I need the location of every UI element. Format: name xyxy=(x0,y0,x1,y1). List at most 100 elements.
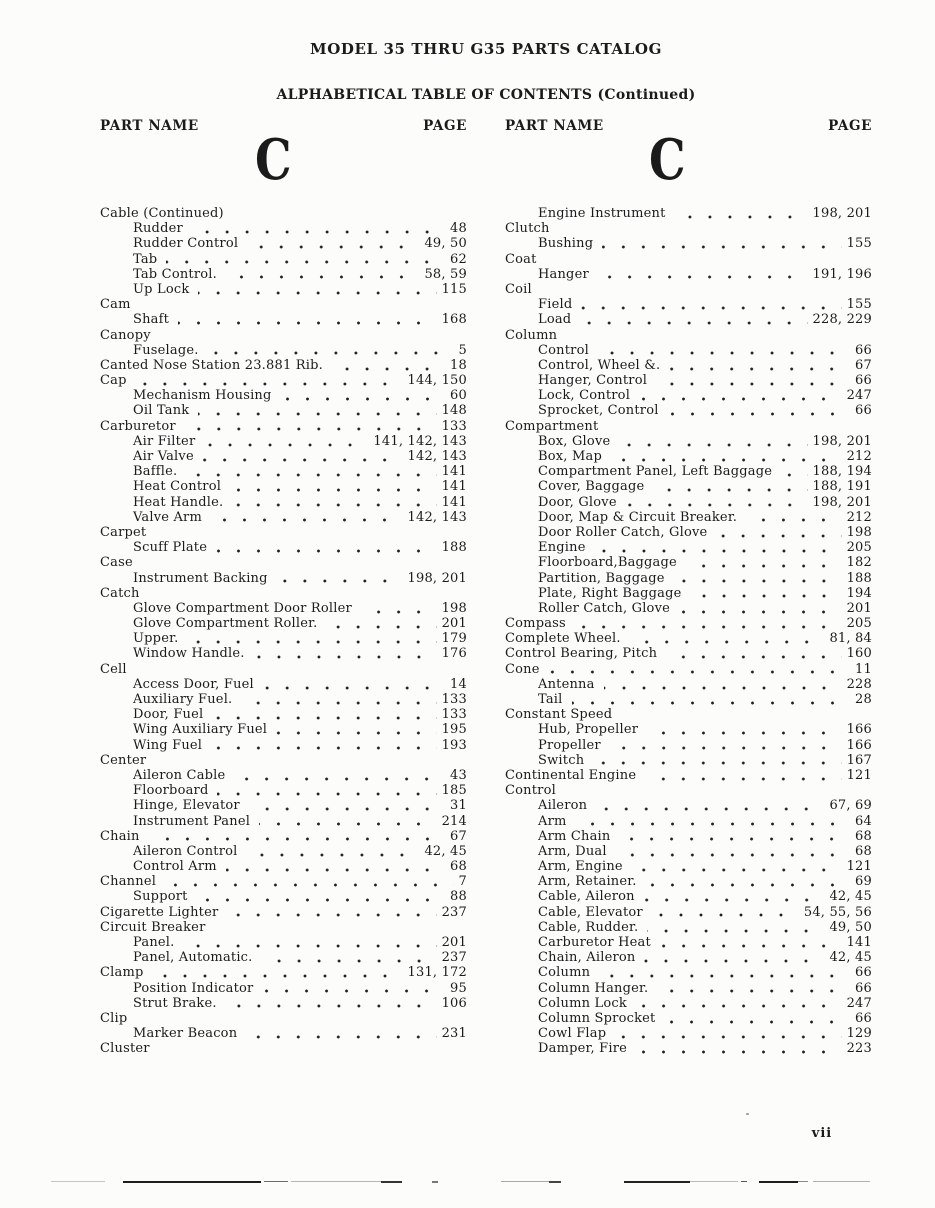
toc-entry-label: Case xyxy=(100,555,133,571)
dot-leader xyxy=(225,275,420,280)
toc-entry: Column xyxy=(505,328,872,343)
toc-entry: Control xyxy=(505,783,872,798)
toc-entry-label: Load xyxy=(538,312,572,328)
toc-entry-label: Control, Wheel &. xyxy=(538,357,661,373)
dot-leader xyxy=(574,624,842,629)
toc-entry: Fuselage. 5 xyxy=(100,343,467,358)
column-header-page-right: PAGE xyxy=(828,118,872,134)
toc-entry-page: 198, 201 xyxy=(812,494,872,510)
toc-entry: Door, Fuel 133 xyxy=(100,707,467,722)
toc-entry-label: Cone xyxy=(505,661,540,677)
toc-entry-label: Instrument Backing xyxy=(133,570,268,586)
toc-entry-label: Arm, Dual xyxy=(538,843,607,859)
toc-entry: Oil Tank 148 xyxy=(100,403,467,418)
toc-entry-label: Plate, Right Baggage xyxy=(538,585,682,601)
toc-entry-label: Engine xyxy=(538,540,586,556)
toc-entry: Control Arm 68 xyxy=(100,859,467,874)
column-header-part-name-right: PART NAME xyxy=(505,118,604,134)
toc-entry-page: 205 xyxy=(846,540,872,556)
toc-entry-page: 141, 142, 143 xyxy=(373,433,467,449)
toc-entry-label: Cluster xyxy=(100,1041,150,1057)
toc-entry: Position Indicator 95 xyxy=(100,981,467,996)
toc-entry-page: 201 xyxy=(846,600,872,616)
toc-entry: Chain 67 xyxy=(100,829,467,844)
toc-entry-page: 14 xyxy=(450,676,467,692)
toc-entry: Arm, Engine 121 xyxy=(505,859,872,874)
toc-entry-label: Clutch xyxy=(505,221,550,237)
scan-artifact-dot xyxy=(746,1113,749,1115)
toc-entry-page: 42, 45 xyxy=(829,950,872,966)
toc-entry-label: Door, Map & Circuit Breaker. xyxy=(538,509,738,525)
toc-entry-page: 212 xyxy=(846,449,872,464)
toc-entry-label: Arm xyxy=(538,813,567,829)
toc-entry: Control, Wheel &. 67 xyxy=(505,358,872,373)
toc-entry: Plate, Right Baggage 194 xyxy=(505,586,872,601)
toc-entry-label: Auxiliary Fuel. xyxy=(133,692,233,707)
toc-entry-page: 148 xyxy=(441,403,467,419)
dot-leader xyxy=(142,564,462,568)
scan-artifact-line-segment xyxy=(798,1181,808,1182)
dot-leader xyxy=(603,685,842,690)
scan-artifact-line-segment xyxy=(264,1181,288,1182)
toc-entry-label: Hanger xyxy=(538,266,589,282)
scan-artifact-line-segment xyxy=(432,1181,438,1183)
toc-entry-label: Control Arm xyxy=(133,859,217,875)
toc-entry-label: Wing Fuel xyxy=(133,737,203,753)
dot-leader xyxy=(644,958,825,963)
toc-entry: Cam xyxy=(100,297,467,312)
toc-entry-page: 144, 150 xyxy=(407,373,467,389)
dot-leader xyxy=(559,230,867,234)
dot-leader xyxy=(135,381,403,386)
toc-entry-page: 166 xyxy=(846,722,872,738)
toc-entry-page: 133 xyxy=(441,707,467,723)
toc-entry-label: Canopy xyxy=(100,327,151,343)
toc-entry-label: Support xyxy=(133,889,188,905)
dot-leader xyxy=(685,564,842,568)
toc-entry: Rudder Control 49, 50 xyxy=(100,236,467,251)
toc-entry: Auxiliary Fuel. 133 xyxy=(100,692,467,707)
toc-entry-page: 42, 45 xyxy=(829,889,872,905)
dot-leader xyxy=(615,852,851,857)
dot-leader xyxy=(216,548,437,553)
toc-entry-label: Control xyxy=(538,342,589,358)
dot-leader xyxy=(233,215,462,219)
toc-entry-page: 182 xyxy=(846,555,872,571)
dot-leader xyxy=(184,427,437,432)
toc-entry: Mechanism Housing 60 xyxy=(100,388,467,403)
footer-page-number: vii xyxy=(811,1126,833,1141)
toc-entry-label: Cigarette Lighter xyxy=(100,904,219,920)
toc-entry-page: 5 xyxy=(458,342,467,358)
dot-leader xyxy=(566,336,867,340)
toc-entry: Instrument Panel 214 xyxy=(100,814,467,829)
toc-entry-label: Center xyxy=(100,752,147,768)
toc-entry-label: Scuff Plate xyxy=(133,540,208,556)
toc-entry-label: Propeller xyxy=(538,737,601,753)
toc-column-right: Engine Instrument 198, 201 Clutch Bushing 15… xyxy=(505,206,872,1057)
dot-leader xyxy=(259,822,437,827)
toc-entry-label: Box, Glove xyxy=(538,433,611,449)
toc-entry-label: Complete Wheel. xyxy=(505,631,621,647)
toc-entry: Wing Auxiliary Fuel 195 xyxy=(100,722,467,737)
dot-leader xyxy=(746,518,842,523)
toc-entry-page: 231 xyxy=(441,1026,467,1042)
toc-entry: Box, Map 212 xyxy=(505,449,872,464)
toc-entry-page: 31 xyxy=(450,798,467,814)
toc-entry-label: Compass xyxy=(505,616,566,632)
toc-entry-label: Switch xyxy=(538,752,585,768)
dot-leader xyxy=(202,457,403,462)
toc-entry: Cowl Flap 129 xyxy=(505,1026,872,1041)
toc-entry-page: 121 xyxy=(846,859,872,875)
toc-entry-page: 69 xyxy=(855,874,872,890)
toc-entry: Catch xyxy=(100,586,467,601)
toc-entry-page: 198 xyxy=(846,524,872,540)
dot-leader xyxy=(599,974,851,979)
toc-entry: Canted Nose Station 23.881 Rib. 18 xyxy=(100,358,467,373)
toc-entry: Clip xyxy=(100,1011,467,1026)
toc-entry-page: 141 xyxy=(846,935,872,950)
toc-entry-page: 68 xyxy=(855,843,872,859)
toc-entry: Column 66 xyxy=(505,965,872,980)
dot-leader xyxy=(280,396,446,401)
dot-leader xyxy=(261,958,437,963)
dot-leader xyxy=(575,822,851,827)
toc-entry-page: 155 xyxy=(846,236,872,252)
